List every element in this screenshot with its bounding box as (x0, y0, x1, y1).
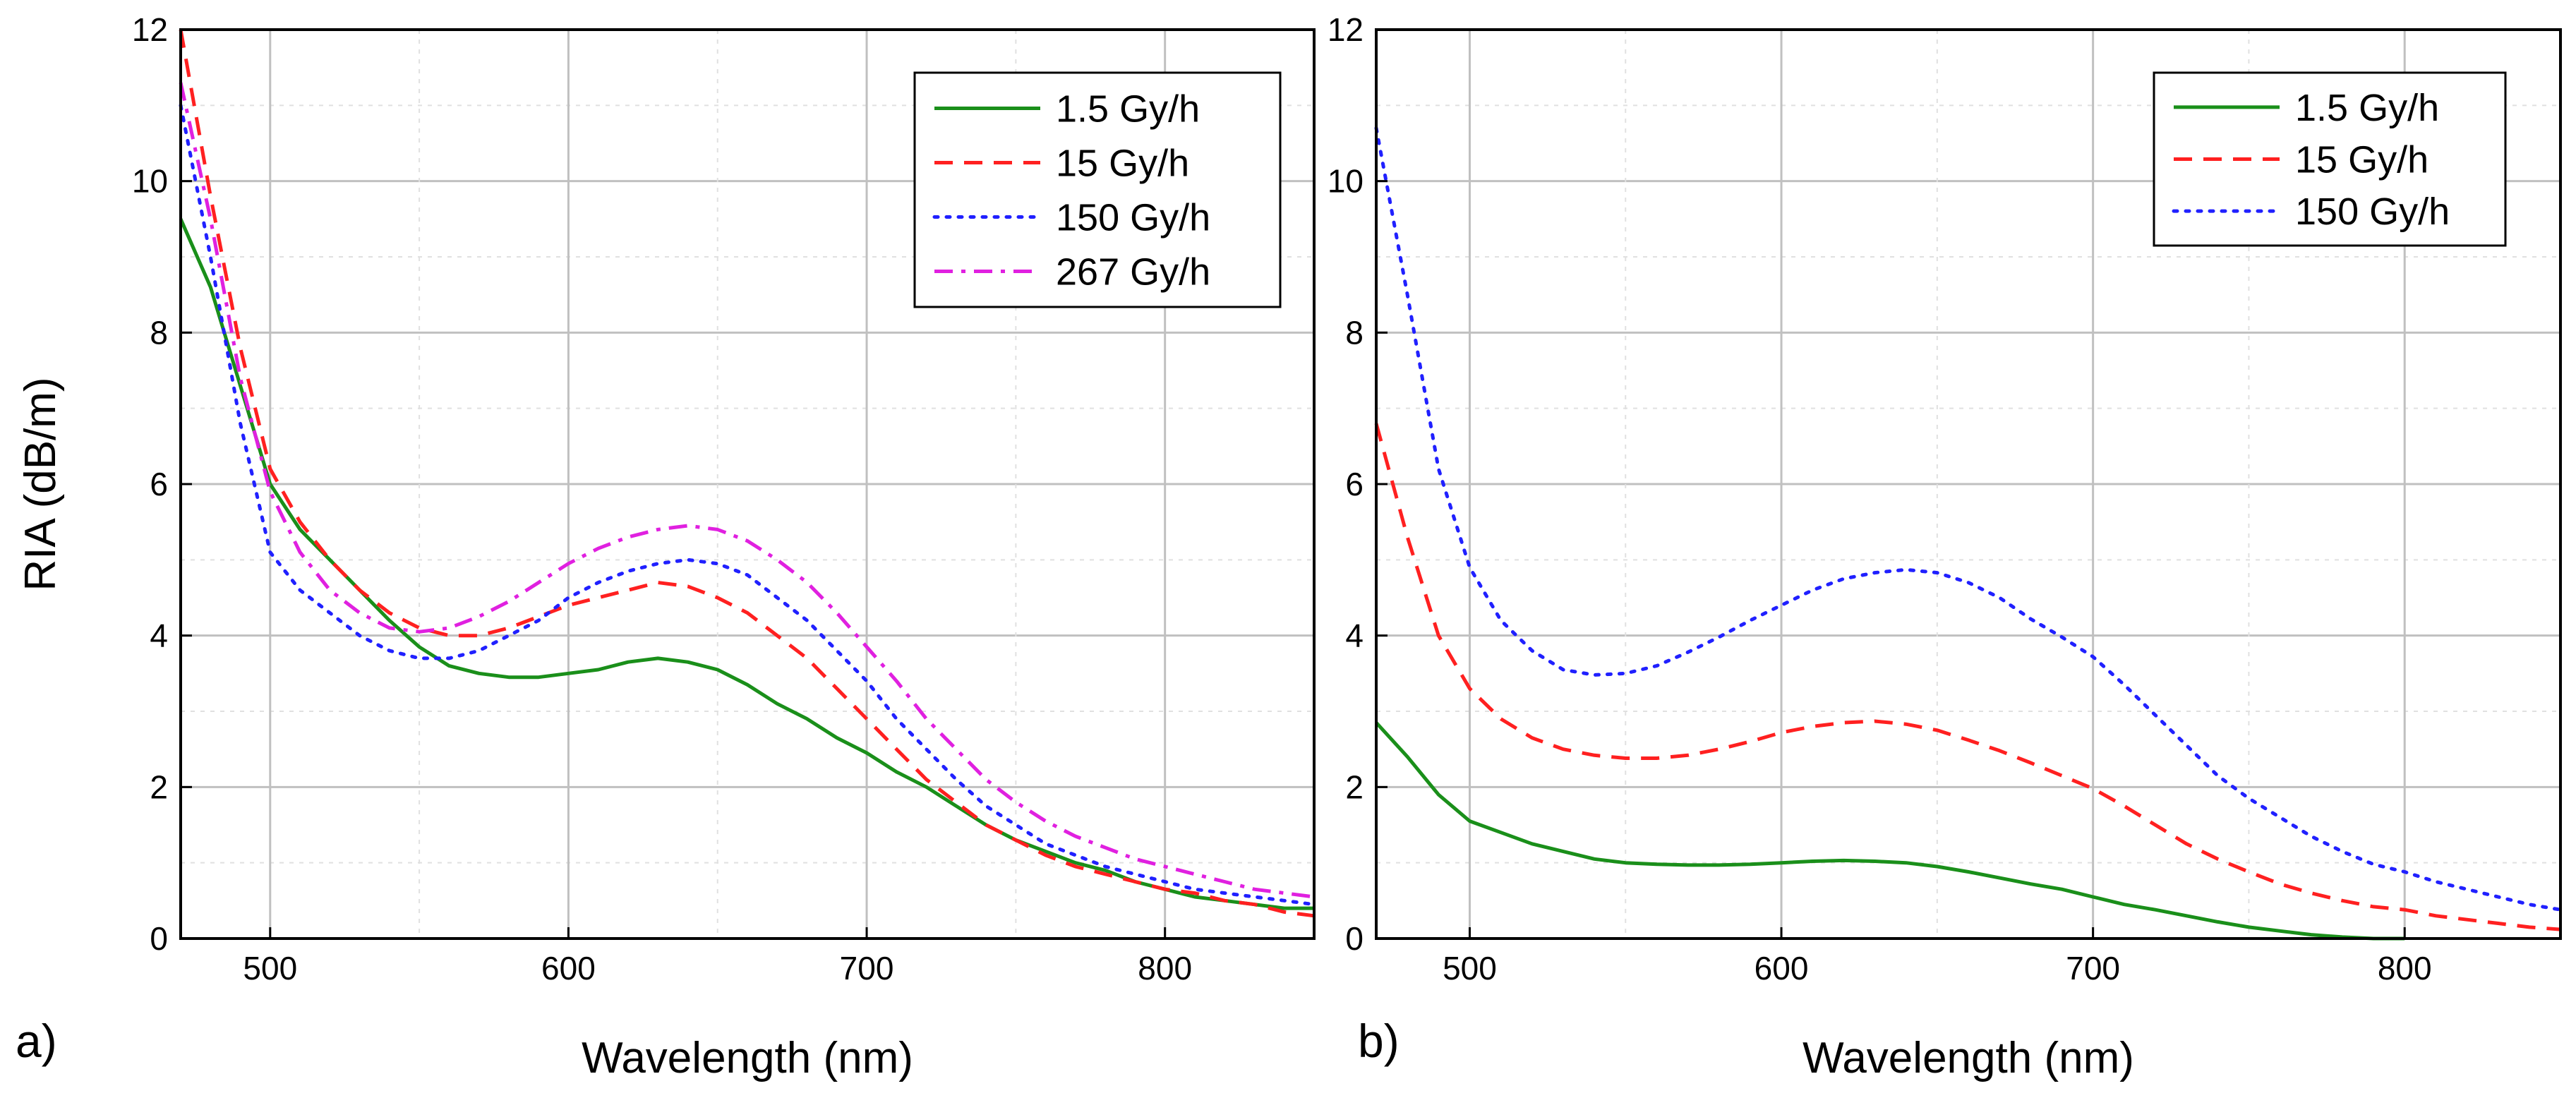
panel-b-x-tick-label: 500 (1443, 950, 1497, 987)
panel-b-series-2-line (1374, 423, 2561, 931)
panel-a-legend: 1.5 Gy/h 15 Gy/h 150 Gy/h 267 Gy/h (913, 71, 1282, 308)
panel-a-series-4-line (179, 82, 1315, 899)
panel-b-y-tick-label: 4 (1345, 617, 1364, 654)
panel-a-series (179, 29, 1316, 918)
panel-a-series-2-line (179, 29, 1315, 918)
panel-a-y-tick-label: 12 (132, 11, 168, 48)
panel-b-tick-labels: 500 600 700 800 0 2 4 6 8 10 12 (1328, 11, 2432, 987)
panel-b-label: b) (1358, 1015, 1400, 1067)
panel-b-legend-label-2: 15 Gy/h (2295, 139, 2428, 181)
panel-b-y-tick-label: 12 (1328, 11, 1364, 48)
panel-a-x-tick-label: 600 (541, 950, 596, 987)
panel-a-legend-label-3: 150 Gy/h (1056, 197, 1210, 239)
panel-b-series (1374, 126, 2563, 941)
panel-b-x-tick-label: 600 (1755, 950, 1809, 987)
panel-b-legend-label-1: 1.5 Gy/h (2295, 87, 2439, 129)
panel-b-series-3-line (1374, 126, 2563, 912)
panel-a-y-tick-label: 0 (150, 920, 168, 957)
panel-a-x-tick-label: 800 (1138, 950, 1192, 987)
panel-b-series-1-line (1375, 721, 2405, 941)
panel-b-legend: 1.5 Gy/h 15 Gy/h 150 Gy/h (2153, 71, 2507, 247)
panel-a-y-tick-label: 8 (150, 314, 168, 351)
panel-a-y-tick-label: 2 (150, 768, 168, 805)
panel-a-legend-box (913, 71, 1282, 308)
panel-b-y-tick-label: 8 (1345, 314, 1364, 351)
panel-a-chart: 500 600 700 800 0 2 4 6 8 10 12 Wavelength (nm) RI… (16, 11, 1316, 1082)
panel-a-legend-label-1: 1.5 Gy/h (1056, 88, 1200, 131)
panel-a-y-tick-label: 10 (132, 163, 168, 200)
panel-b-y-tick-label: 6 (1345, 466, 1364, 502)
panel-b-x-tick-label: 800 (2378, 950, 2432, 987)
panel-a-legend-label-2: 15 Gy/h (1056, 143, 1189, 185)
panel-b-x-tick-label: 700 (2066, 950, 2120, 987)
panel-a-x-tick-label: 700 (840, 950, 894, 987)
panel-a-y-tick-label: 4 (150, 617, 168, 654)
panel-a-y-tick-label: 6 (150, 466, 168, 502)
panel-a-x-axis-title: Wavelength (nm) (582, 1034, 913, 1082)
panel-a-label: a) (16, 1015, 57, 1067)
panel-b-x-axis-title: Wavelength (nm) (1802, 1034, 2134, 1082)
panel-a-legend-label-4: 267 Gy/h (1056, 251, 1210, 294)
panel-b-chart: 500 600 700 800 0 2 4 6 8 10 12 Wavelength (nm) b)… (1328, 11, 2563, 1082)
panel-b-legend-label-3: 150 Gy/h (2295, 191, 2450, 233)
panel-b-grid (1376, 30, 2560, 939)
panel-a-y-axis-title: RIA (dB/m) (16, 377, 65, 591)
panel-b-y-tick-label: 10 (1328, 163, 1364, 200)
panel-b-y-tick-label: 0 (1345, 920, 1364, 957)
panel-a-tick-labels: 500 600 700 800 0 2 4 6 8 10 12 (132, 11, 1192, 987)
panel-a-x-tick-label: 500 (243, 950, 297, 987)
panel-a-series-1-line (179, 218, 1314, 910)
panel-a-series-3-line (179, 103, 1316, 907)
panel-b-y-tick-label: 2 (1345, 768, 1364, 805)
